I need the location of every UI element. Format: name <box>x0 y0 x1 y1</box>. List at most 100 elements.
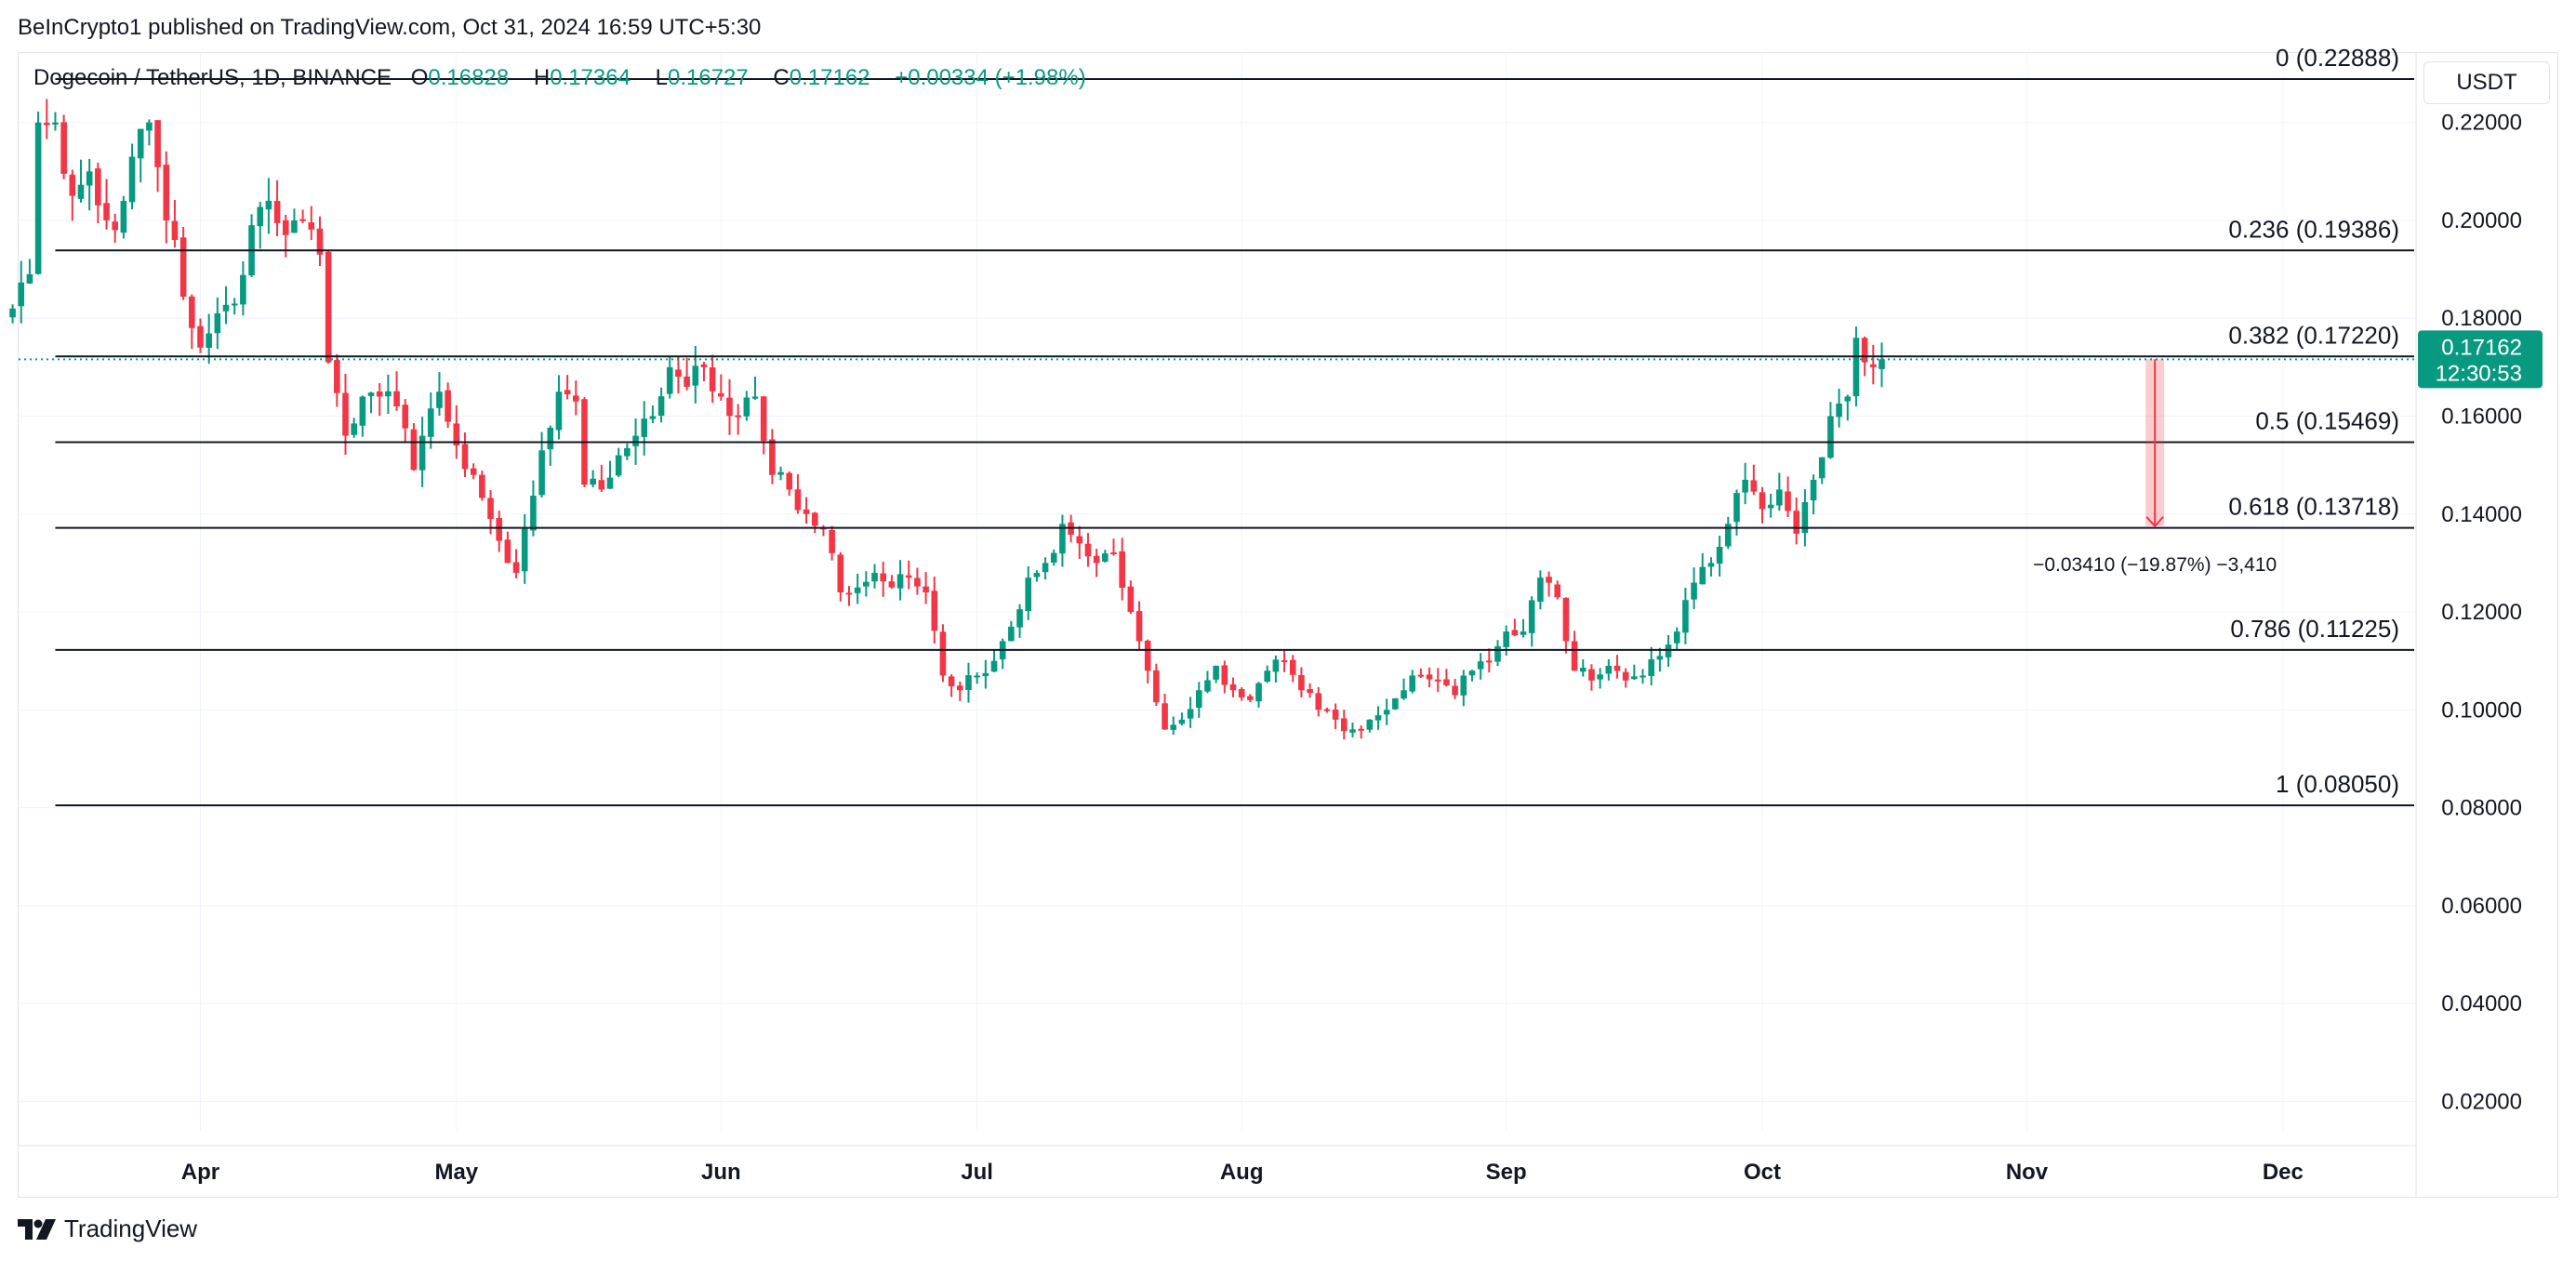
candle-down[interactable] <box>1076 536 1083 544</box>
candle-down[interactable] <box>316 228 324 255</box>
candle-up[interactable] <box>751 396 759 399</box>
candle-up[interactable] <box>555 392 563 431</box>
candle-down[interactable] <box>299 219 306 221</box>
candle-up[interactable] <box>52 122 59 125</box>
candle-up[interactable] <box>1468 670 1476 676</box>
candle-up[interactable] <box>896 574 904 589</box>
candle-up[interactable] <box>265 200 272 210</box>
candle-down[interactable] <box>700 364 708 367</box>
candle-down[interactable] <box>393 391 400 406</box>
candle-up[interactable] <box>606 477 614 489</box>
candle-down[interactable] <box>1323 709 1331 711</box>
candle-up[interactable] <box>1008 626 1015 642</box>
candle-up[interactable] <box>632 435 639 446</box>
candle-up[interactable] <box>1724 524 1732 547</box>
candle-down[interactable] <box>1110 551 1117 554</box>
candle-up[interactable] <box>231 303 238 306</box>
candle-up[interactable] <box>1102 553 1109 562</box>
candle-down[interactable] <box>956 685 963 691</box>
candle-up[interactable] <box>1597 674 1603 680</box>
candle-down[interactable] <box>1127 586 1135 613</box>
candle-up[interactable] <box>1733 493 1740 523</box>
candle-up[interactable] <box>1349 729 1356 733</box>
candle-down[interactable] <box>914 577 921 587</box>
candle-up[interactable] <box>1401 690 1407 699</box>
candle-down[interactable] <box>735 415 741 418</box>
candle-down[interactable] <box>410 429 418 471</box>
candle-down[interactable] <box>811 512 818 526</box>
candle-down[interactable] <box>402 405 409 429</box>
candle-down[interactable] <box>598 480 605 490</box>
candle-up[interactable] <box>146 122 153 131</box>
candle-down[interactable] <box>197 325 204 348</box>
candle-up[interactable] <box>1255 683 1262 702</box>
candle-up[interactable] <box>1204 680 1211 692</box>
candle-down[interactable] <box>171 220 179 241</box>
candle-down[interactable] <box>923 586 929 592</box>
candle-up[interactable] <box>1195 690 1202 709</box>
candle-down[interactable] <box>845 592 853 595</box>
candle-up[interactable] <box>641 418 648 437</box>
candle-down[interactable] <box>684 376 690 387</box>
candle-up[interactable] <box>777 471 784 475</box>
candle-down[interactable] <box>1417 674 1425 677</box>
candle-up[interactable] <box>1272 659 1280 672</box>
candle-up[interactable] <box>666 366 673 394</box>
candle-down[interactable] <box>342 392 349 436</box>
candle-up[interactable] <box>26 273 33 284</box>
candle-down[interactable] <box>726 397 733 417</box>
candle-up[interactable] <box>120 201 127 233</box>
candle-down[interactable] <box>179 237 187 298</box>
candle-down[interactable] <box>1221 665 1228 685</box>
candle-down[interactable] <box>1289 659 1296 675</box>
candle-down[interactable] <box>931 591 938 631</box>
candle-down[interactable] <box>1588 669 1595 681</box>
candle-down[interactable] <box>948 676 955 687</box>
candle-up[interactable] <box>1852 338 1860 397</box>
candle-up[interactable] <box>1699 566 1706 585</box>
candle-up[interactable] <box>1050 552 1057 563</box>
candle-down[interactable] <box>1511 630 1519 636</box>
candle-down[interactable] <box>273 201 281 223</box>
candle-up[interactable] <box>990 660 998 672</box>
candle-up[interactable] <box>1460 675 1467 696</box>
candle-up[interactable] <box>291 219 298 233</box>
candle-down[interactable] <box>1562 597 1570 642</box>
candle-down[interactable] <box>572 395 579 402</box>
candle-up[interactable] <box>385 391 392 397</box>
candle-up[interactable] <box>871 572 878 582</box>
candle-up[interactable] <box>1707 563 1715 567</box>
candle-down[interactable] <box>95 168 101 206</box>
candle-down[interactable] <box>60 122 67 174</box>
candle-down[interactable] <box>103 203 110 220</box>
candle-down[interactable] <box>880 573 886 582</box>
candle-up[interactable] <box>743 397 750 417</box>
candle-down[interactable] <box>675 369 682 378</box>
price-range-measure[interactable]: −0.03410 (−19.87%) −3,410 <box>2033 359 2277 576</box>
candle-up[interactable] <box>1879 359 1885 369</box>
candle-up[interactable] <box>1665 644 1672 657</box>
candle-up[interactable] <box>854 587 861 593</box>
candle-down[interactable] <box>1281 660 1288 663</box>
candle-down[interactable] <box>282 219 289 235</box>
candle-up[interactable] <box>1836 403 1842 418</box>
candle-down[interactable] <box>760 396 767 441</box>
candle-up[interactable] <box>547 428 554 450</box>
candle-down[interactable] <box>189 296 195 328</box>
candle-up[interactable] <box>530 496 537 531</box>
candle-down[interactable] <box>1861 338 1868 363</box>
candle-up[interactable] <box>1213 665 1219 680</box>
candle-down[interactable] <box>1340 718 1348 732</box>
candle-down[interactable] <box>1613 665 1621 671</box>
candle-up[interactable] <box>1409 675 1416 692</box>
candle-down[interactable] <box>504 539 511 564</box>
candle-up[interactable] <box>1170 724 1177 730</box>
candle-down[interactable] <box>1093 555 1100 564</box>
candle-down[interactable] <box>1229 684 1237 691</box>
candle-down[interactable] <box>1452 685 1458 696</box>
candle-up[interactable] <box>1742 479 1748 493</box>
candle-up[interactable] <box>1520 631 1527 635</box>
candle-down[interactable] <box>829 529 835 553</box>
candle-up[interactable] <box>34 122 42 274</box>
